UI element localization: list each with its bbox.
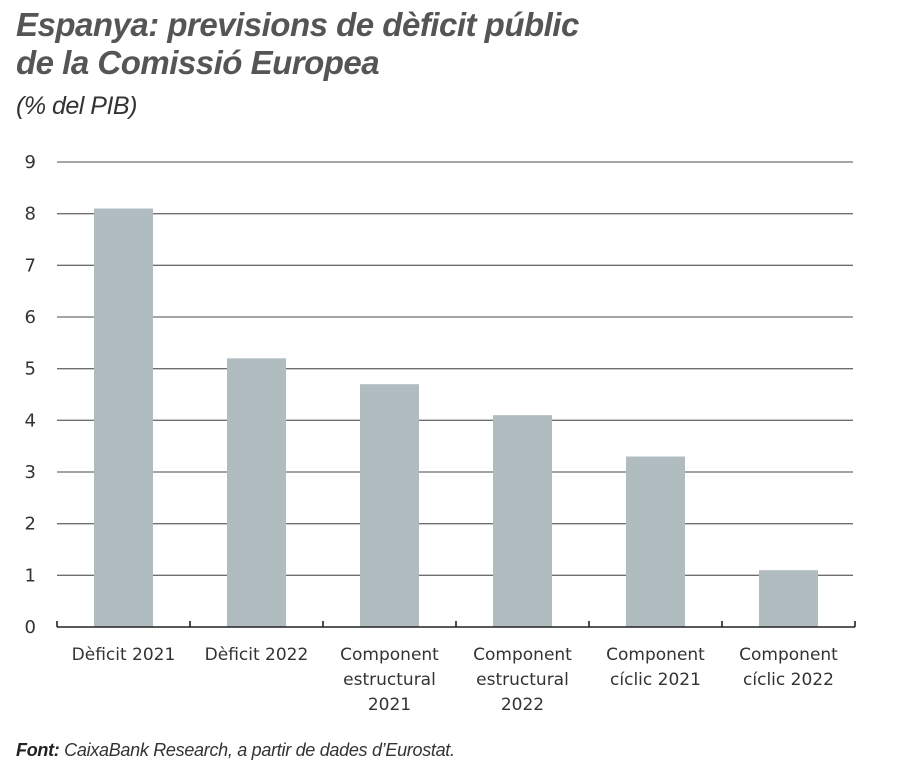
x-category-label: Dèficit 2021 bbox=[72, 645, 176, 665]
x-category-label-line: Component bbox=[606, 645, 705, 665]
bar bbox=[360, 384, 419, 627]
x-category-label-line: Dèficit 2021 bbox=[72, 645, 176, 665]
y-tick-label: 0 bbox=[25, 617, 36, 638]
x-category-label-line: cíclic 2021 bbox=[610, 670, 701, 690]
bar bbox=[759, 570, 818, 627]
x-category-label: Component estructural 2021 bbox=[340, 645, 439, 715]
bars bbox=[94, 208, 818, 627]
x-category-label-line: 2022 bbox=[501, 695, 544, 715]
x-category-label: Component cíclic 2021 bbox=[606, 645, 705, 690]
y-tick-label: 4 bbox=[25, 410, 36, 431]
y-tick-label: 5 bbox=[25, 359, 36, 380]
x-axis bbox=[56, 621, 856, 628]
y-tick-label: 6 bbox=[25, 307, 36, 328]
x-category-label: Dèficit 2022 bbox=[205, 645, 309, 665]
y-tick-label: 9 bbox=[25, 152, 36, 173]
chart-title-line-1: Espanya: previsions de dèficit públic bbox=[16, 6, 579, 43]
source-label: Font: bbox=[16, 740, 60, 760]
y-axis-tick-labels: 0 1 2 3 4 5 6 7 8 9 bbox=[25, 152, 36, 638]
y-tick-label: 2 bbox=[25, 514, 36, 535]
x-category-label-line: Component bbox=[473, 645, 572, 665]
source-text: CaixaBank Research, a partir de dades d’… bbox=[59, 740, 455, 760]
x-category-label-line: 2021 bbox=[368, 695, 411, 715]
chart-subtitle: (% del PIB) bbox=[16, 92, 137, 120]
x-category-label: Component estructural 2022 bbox=[473, 645, 572, 715]
x-category-label-line: estructural bbox=[343, 670, 436, 690]
x-category-label-line: Component bbox=[739, 645, 838, 665]
x-axis-category-labels: Dèficit 2021 Dèficit 2022 Component estruct… bbox=[72, 645, 839, 715]
bar bbox=[493, 415, 552, 627]
bar bbox=[626, 456, 685, 627]
x-category-label-line: cíclic 2022 bbox=[743, 670, 834, 690]
x-category-label-line: Dèficit 2022 bbox=[205, 645, 309, 665]
y-tick-label: 8 bbox=[25, 204, 36, 225]
gridlines bbox=[57, 161, 853, 576]
y-tick-label: 7 bbox=[25, 255, 36, 276]
source-note: Font: CaixaBank Research, a partir de da… bbox=[16, 740, 455, 761]
bar-chart: 0 1 2 3 4 5 6 7 8 9 Dèficit 2021 Dèficit 2022 Compo… bbox=[25, 152, 856, 715]
chart-title: Espanya: previsions de dèficit públic de… bbox=[16, 6, 579, 82]
bar bbox=[94, 208, 153, 627]
chart-title-line-2: de la Comissió Europea bbox=[16, 44, 380, 81]
y-tick-label: 3 bbox=[25, 462, 36, 483]
x-category-label-line: Component bbox=[340, 645, 439, 665]
x-category-label-line: estructural bbox=[476, 670, 569, 690]
x-category-label: Component cíclic 2022 bbox=[739, 645, 838, 690]
bar bbox=[227, 358, 286, 627]
y-tick-label: 1 bbox=[25, 565, 36, 586]
